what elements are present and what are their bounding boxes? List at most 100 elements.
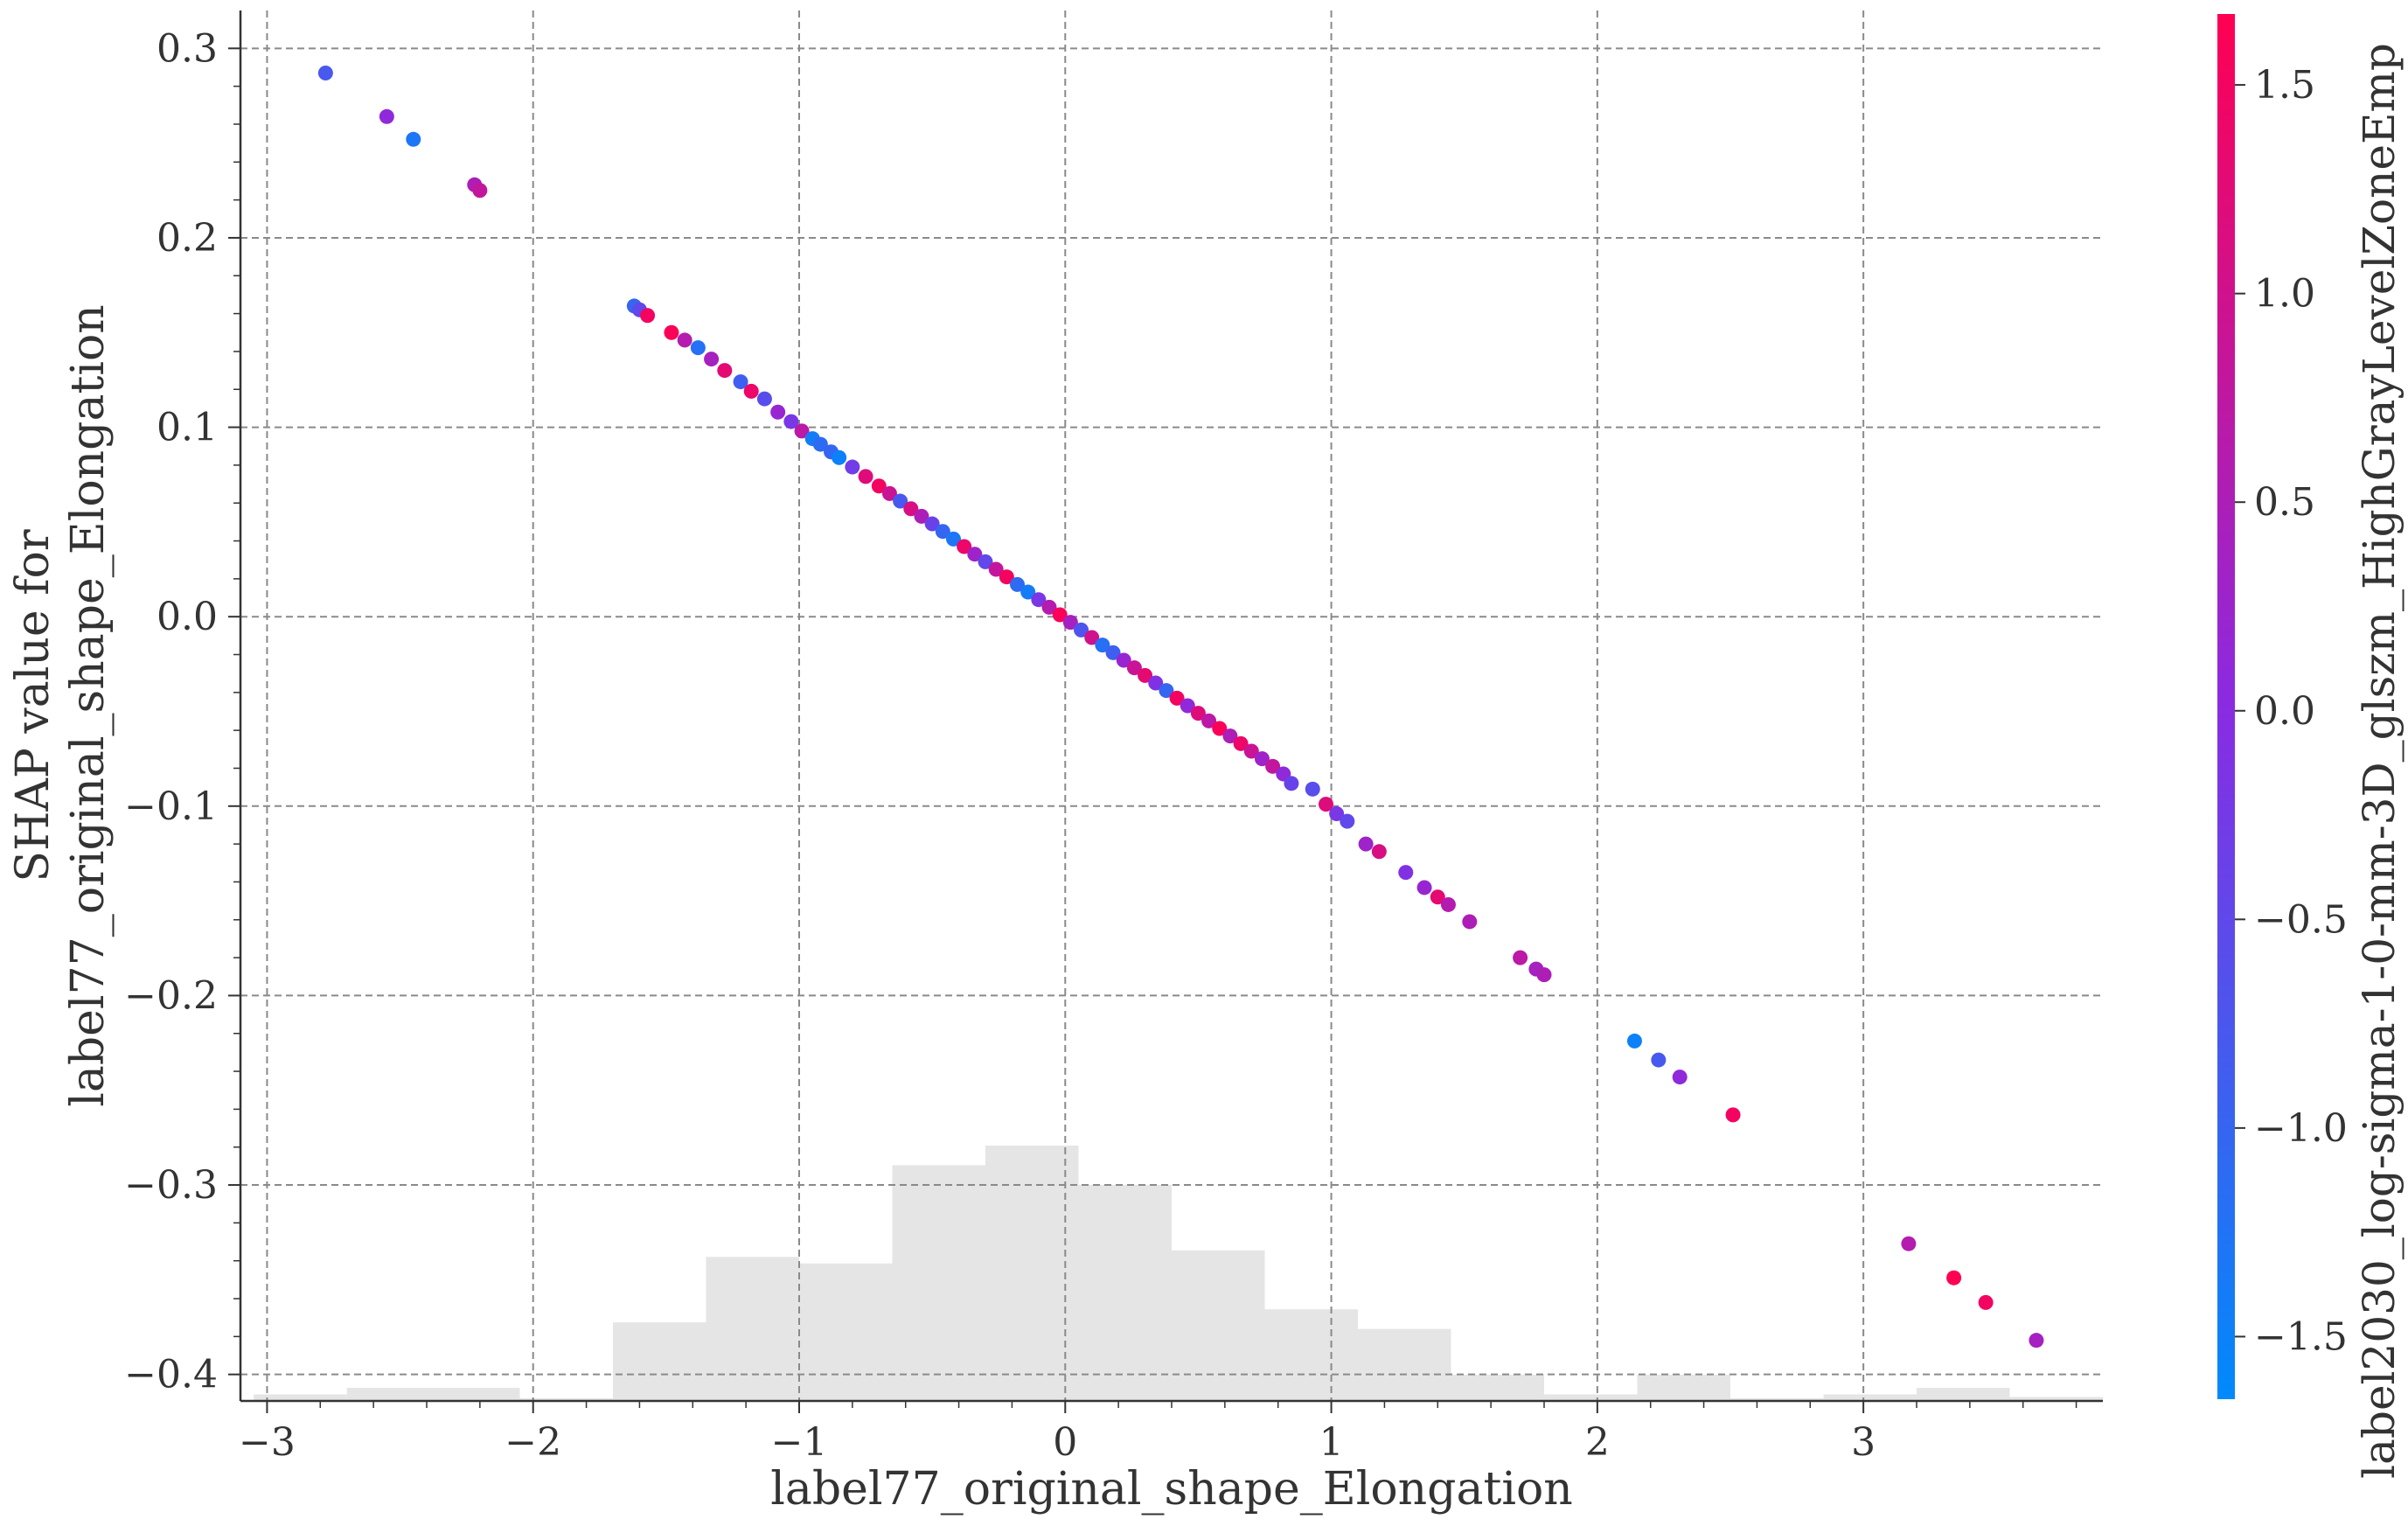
scatter-point-32 [945, 531, 961, 547]
y-tick-label-7: −0.4 [124, 1353, 218, 1397]
scatter-point-23 [845, 459, 860, 475]
scatter-point-34 [967, 547, 983, 562]
x-tick-label-6: 3 [1851, 1420, 1876, 1465]
scatter-point-52 [1159, 683, 1174, 699]
histogram-bar-17 [1917, 1388, 2010, 1401]
colorbar-tick-label-2: 0.5 [2254, 480, 2315, 525]
y-tick-label-3: 0.0 [157, 595, 218, 639]
scatter-point-27 [893, 493, 908, 509]
scatter-point-38 [1010, 576, 1026, 592]
scatter-point-85 [1978, 1294, 1994, 1310]
histogram-bar-9 [1172, 1250, 1265, 1401]
histogram-bar-7 [985, 1146, 1079, 1401]
histogram [254, 1146, 2103, 1401]
scatter-point-75 [1462, 914, 1478, 930]
scatter-point-73 [1430, 889, 1445, 905]
scatter-point-62 [1265, 758, 1281, 774]
scatter-point-86 [2029, 1333, 2044, 1348]
colorbar-tick-label-6: −1.5 [2254, 1314, 2348, 1359]
scatter-point-54 [1180, 698, 1195, 714]
histogram-bar-11 [1358, 1328, 1451, 1401]
scatter-point-2 [406, 131, 421, 147]
scatter-point-30 [924, 516, 940, 532]
colorbar-tick-label-4: −0.5 [2254, 897, 2348, 942]
scatter-point-20 [812, 436, 828, 452]
colorbar-tick-label-5: −1.0 [2254, 1106, 2348, 1151]
scatter-point-64 [1284, 776, 1299, 791]
scatter-point-67 [1329, 805, 1345, 821]
scatter-point-18 [794, 423, 810, 439]
scatter-point-50 [1138, 667, 1153, 683]
histogram-bar-5 [799, 1263, 893, 1401]
y-axis-title-line-1: SHAP value for [7, 529, 59, 881]
y-tick-label-5: −0.2 [124, 973, 218, 1018]
scatter-point-61 [1254, 751, 1270, 767]
scatter-point-7 [640, 308, 656, 324]
scatter-point-68 [1340, 813, 1355, 829]
scatter-point-58 [1222, 728, 1238, 744]
x-tick-label-0: −3 [239, 1420, 296, 1465]
scatter-point-74 [1440, 896, 1456, 912]
histogram-bar-12 [1451, 1375, 1544, 1401]
scatter-point-15 [756, 391, 772, 407]
scatter-point-14 [743, 383, 759, 399]
scatter-point-72 [1416, 880, 1432, 895]
scatter-point-43 [1062, 615, 1078, 631]
scatter-point-79 [1626, 1033, 1642, 1049]
scatter-point-66 [1318, 797, 1333, 812]
y-axis-title-line-2: label77_original_shape_Elongation [62, 304, 115, 1107]
y-tick-label-0: 0.3 [157, 26, 218, 71]
scatter-point-47 [1105, 645, 1121, 660]
scatter-point-29 [914, 508, 929, 524]
scatter-point-82 [1725, 1107, 1741, 1123]
scatter-point-65 [1305, 781, 1320, 797]
x-tick-label-2: −1 [771, 1420, 828, 1465]
scatter-point-8 [664, 324, 679, 340]
histogram-bar-13 [1544, 1394, 1638, 1401]
scatter-point-0 [317, 65, 333, 80]
scatter-point-25 [871, 478, 887, 494]
scatter-point-4 [472, 183, 488, 199]
scatter-point-31 [935, 524, 950, 540]
scatter-point-83 [1901, 1236, 1917, 1251]
x-tick-label-5: 2 [1585, 1420, 1610, 1465]
scatter-point-44 [1074, 622, 1089, 638]
histogram-bar-14 [1637, 1375, 1730, 1401]
histogram-bar-3 [613, 1322, 706, 1401]
scatter-point-39 [1020, 584, 1036, 600]
histogram-bar-4 [706, 1257, 799, 1401]
colorbar: 1.5 1.0 0.5 0.0 −0.5 −1.0 −1.5 [2217, 14, 2348, 1399]
scatter-point-71 [1398, 865, 1414, 881]
scatter-point-40 [1031, 592, 1047, 608]
y-tick-label-6: −0.3 [124, 1163, 218, 1208]
scatter-point-57 [1212, 721, 1228, 736]
scatter-point-48 [1116, 652, 1131, 668]
histogram-bar-6 [892, 1165, 985, 1401]
scatter-point-49 [1126, 660, 1142, 676]
scatter-point-1 [379, 108, 394, 124]
grid [240, 10, 2103, 1401]
scatter-point-46 [1095, 638, 1110, 653]
scatter-point-76 [1513, 950, 1528, 965]
histogram-bar-10 [1264, 1309, 1358, 1401]
scatter-point-24 [858, 469, 873, 484]
scatter-point-11 [704, 352, 720, 367]
scatter-point-36 [988, 561, 1004, 577]
scatter-point-55 [1190, 706, 1206, 721]
scatter-point-59 [1233, 735, 1249, 751]
scatter-point-26 [881, 485, 897, 501]
scatter-point-22 [832, 449, 847, 465]
colorbar-title: label2030_log-sigma-1-0-mm-3D_glszm_High… [2354, 43, 2405, 1479]
colorbar-tick-label-1: 1.0 [2254, 272, 2315, 317]
x-axis-title: label77_original_shape_Elongation [770, 1463, 1573, 1516]
scatter-point-69 [1358, 836, 1374, 852]
scatter-point-37 [999, 569, 1014, 585]
scatter-point-60 [1243, 743, 1259, 759]
x-tick-label-1: −2 [505, 1420, 561, 1465]
scatter-point-70 [1371, 844, 1387, 860]
scatter-point-84 [1946, 1270, 1962, 1286]
colorbar-tick-label-3: 0.0 [2254, 689, 2315, 734]
histogram-bar-18 [2009, 1397, 2103, 1401]
